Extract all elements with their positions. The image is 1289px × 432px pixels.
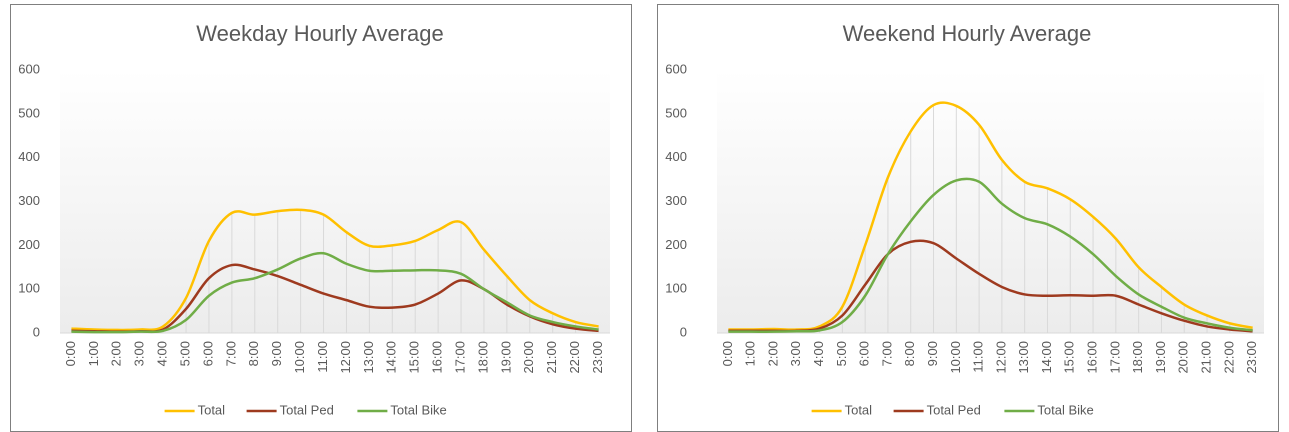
series-line [728,239,1253,333]
y-tick-label: 100 [18,281,40,296]
chart: Weekday Hourly Average 0 100 200 300 400 500 60… [10,4,632,432]
x-tick-label: 4:00 [811,341,826,366]
x-tick-label: 22:00 [567,341,582,374]
x-tick-label: 12:00 [993,341,1008,374]
x-tick-label: 20:00 [1176,341,1191,374]
x-tick-label: 3:00 [788,341,803,366]
x-tick-label: 0:00 [720,341,735,366]
x-tick-label: 11:00 [971,341,986,373]
x-tick-label: 17:00 [452,341,467,374]
x-tick-label: 10:00 [292,341,307,374]
x-tick-label: 8:00 [246,341,261,366]
x-tick-label: 4:00 [155,341,170,366]
chart-title: Weekend Hourly Average [843,21,1092,46]
x-tick-label: 9:00 [269,341,284,366]
y-tick-label: 300 [665,193,687,208]
series-line [71,251,599,334]
x-tick-label: 20:00 [521,341,536,374]
y-tick-label: 400 [18,149,40,164]
y-tick-label: 500 [18,105,40,120]
x-tick-label: 2:00 [765,341,780,366]
series-line [728,177,1253,333]
x-tick-label: 7:00 [879,341,894,366]
legend-label: Total [198,402,226,417]
x-tick-label: 19:00 [1153,341,1168,374]
x-tick-label: 18:00 [1130,341,1145,374]
legend-label: Total Ped [280,402,334,417]
x-tick-label: 6:00 [857,341,872,366]
x-tick-label: 21:00 [544,341,559,374]
x-tick-label: 23:00 [1244,341,1259,374]
y-tick-label: 100 [665,281,687,296]
legend-label: Total Bike [1037,402,1093,417]
x-tick-label: 12:00 [338,341,353,374]
x-tick-label: 0:00 [63,341,78,366]
x-tick-label: 10:00 [948,341,963,374]
x-tick-label: 11:00 [315,341,330,373]
y-tick-label: 500 [665,105,687,120]
x-tick-label: 17:00 [1107,341,1122,374]
legend-label: Total [845,402,873,417]
x-tick-label: 1:00 [86,341,101,366]
x-tick-label: 6:00 [200,341,215,366]
x-tick-label: 14:00 [1039,341,1054,374]
y-tick-label: 0 [680,324,687,339]
y-tick-label: 0 [33,324,40,339]
x-tick-label: 7:00 [223,341,238,366]
x-tick-label: 8:00 [902,341,917,366]
y-tick-label: 400 [665,149,687,164]
x-tick-label: 9:00 [925,341,940,366]
series-line [71,208,599,332]
x-tick-label: 1:00 [743,341,758,366]
x-tick-label: 22:00 [1221,341,1236,374]
x-tick-label: 13:00 [1016,341,1031,374]
legend-label: Total Ped [927,402,981,417]
x-tick-label: 16:00 [430,341,445,374]
x-tick-label: 15:00 [1062,341,1077,374]
x-tick-label: 5:00 [177,341,192,366]
x-tick-label: 18:00 [475,341,490,374]
x-tick-label: 16:00 [1085,341,1100,374]
y-tick-label: 200 [18,237,40,252]
x-tick-label: 15:00 [407,341,422,374]
x-tick-label: 5:00 [834,341,849,366]
legend-label: Total Bike [390,402,446,417]
chart: Weekend Hourly Average 0 100 200 300 400 500 60… [657,4,1279,432]
series-line [728,101,1253,331]
x-tick-label: 23:00 [590,341,605,374]
plot-area [717,70,1264,333]
x-tick-label: 13:00 [361,341,376,374]
chart-title: Weekday Hourly Average [196,21,443,46]
y-tick-label: 600 [18,61,40,76]
y-tick-label: 300 [18,193,40,208]
y-tick-label: 600 [665,61,687,76]
x-tick-label: 21:00 [1198,341,1213,374]
x-tick-label: 14:00 [384,341,399,374]
x-tick-label: 3:00 [132,341,147,366]
x-tick-label: 2:00 [109,341,124,366]
x-tick-label: 19:00 [498,341,513,374]
plot-area [60,70,610,333]
y-tick-label: 200 [665,237,687,252]
